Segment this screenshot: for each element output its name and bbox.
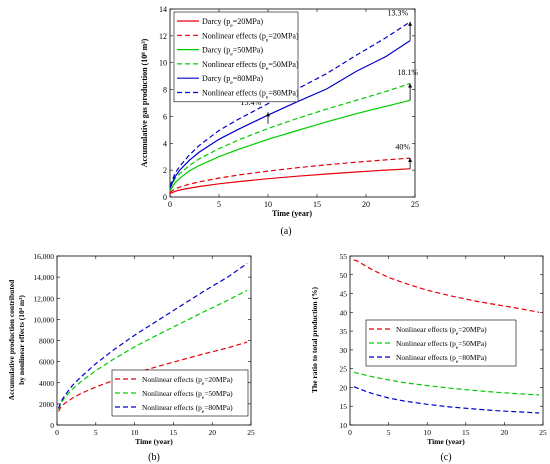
chart-panel-a: 0 5 10 15 20 25 0 2 4 6 8 10 12 14 Time (year) Accumula… [140, 5, 419, 237]
y-tick-label: 14 [159, 5, 167, 14]
y-tick-label: 50 [340, 271, 348, 280]
chart-panel-c: 0 5 10 15 20 25 10 15 20 25 30 35 40 45 50 55 Time (year… [310, 252, 547, 463]
series-line-1 [353, 259, 540, 313]
x-tick-label: 20 [501, 428, 509, 437]
plot-frame [169, 8, 416, 198]
y-tick-label: 8 [163, 86, 167, 95]
legend-label: Nonlinear effects (pe=50MPa) [142, 389, 233, 401]
x-axis-label: Time (year) [427, 437, 465, 446]
x-tick-label: 10 [264, 200, 272, 209]
y-tick-label: 55 [340, 252, 348, 261]
legend-label: Nonlinear effects (pe=50MPa) [396, 339, 487, 351]
x-tick-label: 10 [131, 428, 139, 437]
annotation-label: 40% [395, 142, 410, 151]
x-tick-label: 15 [462, 428, 470, 437]
y-axis-label: Accumulative production contributedby no… [7, 279, 26, 401]
x-tick-label: 25 [539, 428, 547, 437]
x-tick-label: 20 [362, 200, 370, 209]
annotation-arrow [266, 112, 270, 117]
y-tick-label: 15 [340, 402, 348, 411]
series-line-6 [169, 21, 411, 187]
x-tick-label: 25 [411, 200, 419, 209]
series-line-4 [169, 82, 411, 190]
series-line-1 [169, 168, 411, 195]
y-tick-label: 4000 [39, 379, 54, 388]
x-tick-label: 0 [168, 200, 172, 209]
annotation-arrow [408, 21, 413, 26]
y-tick-label: 6 [163, 112, 167, 121]
annotation-arrow [408, 158, 413, 163]
x-tick-label: 5 [387, 428, 391, 437]
series-line-3 [353, 386, 540, 414]
y-tick-label: 2000 [39, 400, 54, 409]
y-tick-label: 10,000 [33, 315, 54, 324]
y-tick-label: 10 [159, 59, 167, 68]
y-tick-label: 16,000 [33, 252, 54, 261]
x-axis-label: Time (year) [272, 209, 312, 218]
series-line-3 [169, 99, 411, 192]
y-tick-label: 8000 [39, 337, 54, 346]
y-tick-label: 20 [340, 383, 348, 392]
y-tick-label: 12 [159, 32, 167, 41]
series-line-1 [58, 341, 248, 412]
panel-label: (b) [148, 452, 160, 463]
x-axis-label: Time (year) [135, 437, 173, 446]
y-tick-label: 0 [163, 193, 167, 202]
legend-label: Nonlinear effects (pe=80MPa) [396, 353, 487, 365]
legend-label: Nonlinear effects (pe=80MPa) [202, 89, 299, 101]
plot-frame [349, 255, 544, 426]
legend-label: Darcy (pe=20MPa) [202, 17, 263, 29]
x-tick-label: 0 [55, 428, 59, 437]
series-line-2 [353, 371, 540, 396]
panel-label: (c) [440, 452, 451, 463]
x-tick-label: 5 [94, 428, 98, 437]
legend-label: Darcy (pe=80MPa) [202, 74, 263, 86]
y-axis-label: Accumulative gas production (10⁸ m³) [140, 38, 149, 167]
y-axis-label: The ratio to total production (%) [310, 287, 319, 393]
legend-label: Nonlinear effects (pe=20MPa) [396, 325, 487, 337]
legend-box [173, 11, 299, 103]
legend-label: Nonlinear effects (pe=20MPa) [202, 31, 299, 43]
panel-label: (a) [280, 226, 291, 237]
series-line-2 [58, 289, 248, 410]
y-tick-label: 10 [340, 421, 348, 430]
legend-label: Darcy (pe=50MPa) [202, 46, 263, 58]
legend-label: Nonlinear effects (pe=50MPa) [202, 60, 299, 72]
legend-label: Nonlinear effects (pe=20MPa) [142, 375, 233, 387]
legend-label: Nonlinear effects (pe=80MPa) [142, 403, 233, 415]
x-tick-label: 0 [348, 428, 352, 437]
y-tick-label: 0 [50, 421, 54, 430]
x-tick-label: 5 [217, 200, 221, 209]
annotation-label: 15.4% [241, 98, 262, 107]
legend-box [365, 319, 517, 367]
x-tick-label: 25 [247, 428, 255, 437]
x-tick-label: 20 [208, 428, 216, 437]
y-tick-label: 40 [340, 308, 348, 317]
x-tick-label: 15 [170, 428, 178, 437]
series-line-5 [169, 40, 411, 189]
annotation-arrow [408, 83, 413, 88]
x-tick-label: 10 [423, 428, 431, 437]
annotation-label: 13.3% [388, 9, 409, 18]
x-tick-label: 15 [313, 200, 321, 209]
y-tick-label: 6000 [39, 358, 54, 367]
series-line-2 [169, 157, 411, 193]
y-tick-label: 45 [340, 290, 348, 299]
y-tick-label: 14,000 [33, 273, 54, 282]
y-tick-label: 30 [340, 346, 348, 355]
y-tick-label: 2 [163, 166, 167, 175]
annotation-label: 18.1% [397, 68, 418, 77]
chart-panel-b: 0 5 10 15 20 25 0 2000 4000 6000 8000 10,000 12,000 1… [7, 252, 255, 463]
y-tick-label: 12,000 [33, 294, 54, 303]
y-tick-label: 35 [340, 327, 348, 336]
y-tick-label: 4 [163, 139, 167, 148]
y-tick-label: 25 [340, 365, 348, 374]
